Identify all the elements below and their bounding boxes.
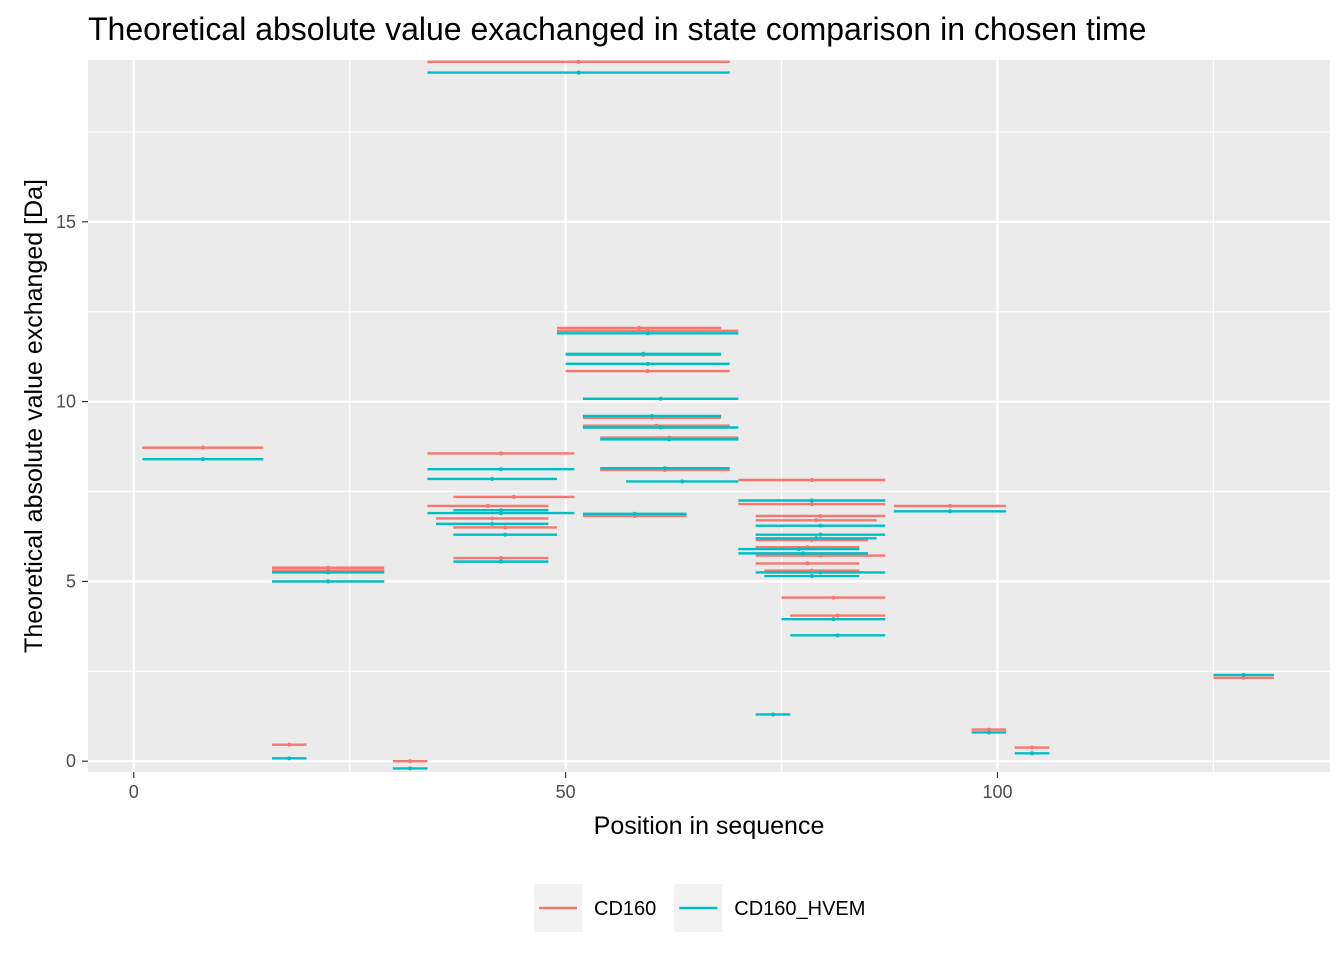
point-CD160 [986,727,991,732]
legend: CD160 CD160_HVEM [534,884,865,932]
point-CD160 [1241,675,1246,680]
legend-label: CD160 [594,898,656,920]
point-CD160 [835,613,840,618]
point-CD160 [805,561,810,566]
point-CD160_HVEM [809,574,814,579]
minor-gridlines [88,60,1330,772]
data-marks [142,59,1274,771]
point-CD160_HVEM [645,361,650,366]
point-CD160_HVEM [818,570,823,575]
y-tick-label: 0 [66,751,76,771]
point-CD160 [326,565,331,570]
point-CD160_HVEM [1030,751,1035,756]
point-CD160_HVEM [632,511,637,516]
point-CD160_HVEM [831,617,836,622]
point-CD160 [809,478,814,483]
point-CD160_HVEM [814,536,819,541]
point-CD160 [818,513,823,518]
point-CD160 [831,595,836,600]
point-CD160_HVEM [658,396,663,401]
point-CD160_HVEM [770,712,775,717]
series-CD160_HVEM [142,70,1274,771]
point-CD160_HVEM [835,633,840,638]
point-CD160 [947,503,952,508]
point-CD160_HVEM [658,425,663,430]
point-CD160_HVEM [809,498,814,503]
point-CD160 [490,516,495,521]
point-CD160 [1030,745,1035,750]
point-CD160 [637,325,642,330]
point-CD160 [814,518,819,523]
point-CD160_HVEM [801,551,806,556]
chart-title: Theoretical absolute value exachanged in… [88,11,1146,47]
point-CD160_HVEM [667,437,672,442]
point-CD160_HVEM [641,351,646,356]
point-CD160 [503,525,508,530]
point-CD160_HVEM [1241,672,1246,677]
point-CD160_HVEM [662,466,667,471]
point-CD160_HVEM [645,331,650,336]
x-axis: 0 50 100 [129,772,1012,802]
y-axis-title: Theoretical absolute value exchanged [Da… [20,179,48,653]
y-tick-label: 5 [66,571,76,591]
point-CD160 [408,759,413,764]
x-tick-label: 100 [982,782,1012,802]
point-CD160 [576,59,581,64]
point-CD160 [498,451,503,456]
point-CD160_HVEM [326,570,331,575]
point-CD160_HVEM [498,511,503,516]
point-CD160_HVEM [498,467,503,472]
point-CD160 [200,445,205,450]
point-CD160_HVEM [490,476,495,481]
point-CD160_HVEM [576,70,581,75]
point-CD160 [485,503,490,508]
point-CD160_HVEM [200,457,205,462]
point-CD160_HVEM [947,509,952,514]
point-CD160_HVEM [498,559,503,564]
legend-label: CD160_HVEM [734,898,865,920]
point-CD160_HVEM [408,766,413,771]
point-CD160_HVEM [796,547,801,552]
point-CD160 [645,369,650,374]
point-CD160_HVEM [986,730,991,735]
point-CD160 [511,494,516,499]
x-tick-label: 50 [556,782,576,802]
point-CD160_HVEM [649,414,654,418]
point-CD160_HVEM [490,521,495,526]
y-axis: 0 5 10 15 [56,212,88,771]
point-CD160_HVEM [287,756,292,761]
point-CD160_HVEM [503,532,508,537]
point-CD160_HVEM [680,479,685,484]
legend-item-CD160_HVEM: CD160_HVEM [674,884,865,932]
point-CD160 [809,502,814,507]
point-CD160_HVEM [498,508,503,513]
point-CD160_HVEM [818,532,823,537]
y-tick-label: 10 [56,392,76,412]
x-axis-title: Position in sequence [594,812,825,840]
legend-item-CD160: CD160 [534,884,656,932]
x-tick-label: 0 [129,782,139,802]
point-CD160_HVEM [818,523,823,528]
point-CD160 [498,556,503,561]
y-tick-label: 15 [56,212,76,232]
point-CD160 [287,742,292,747]
point-CD160_HVEM [326,579,331,584]
major-gridlines [88,60,1330,772]
